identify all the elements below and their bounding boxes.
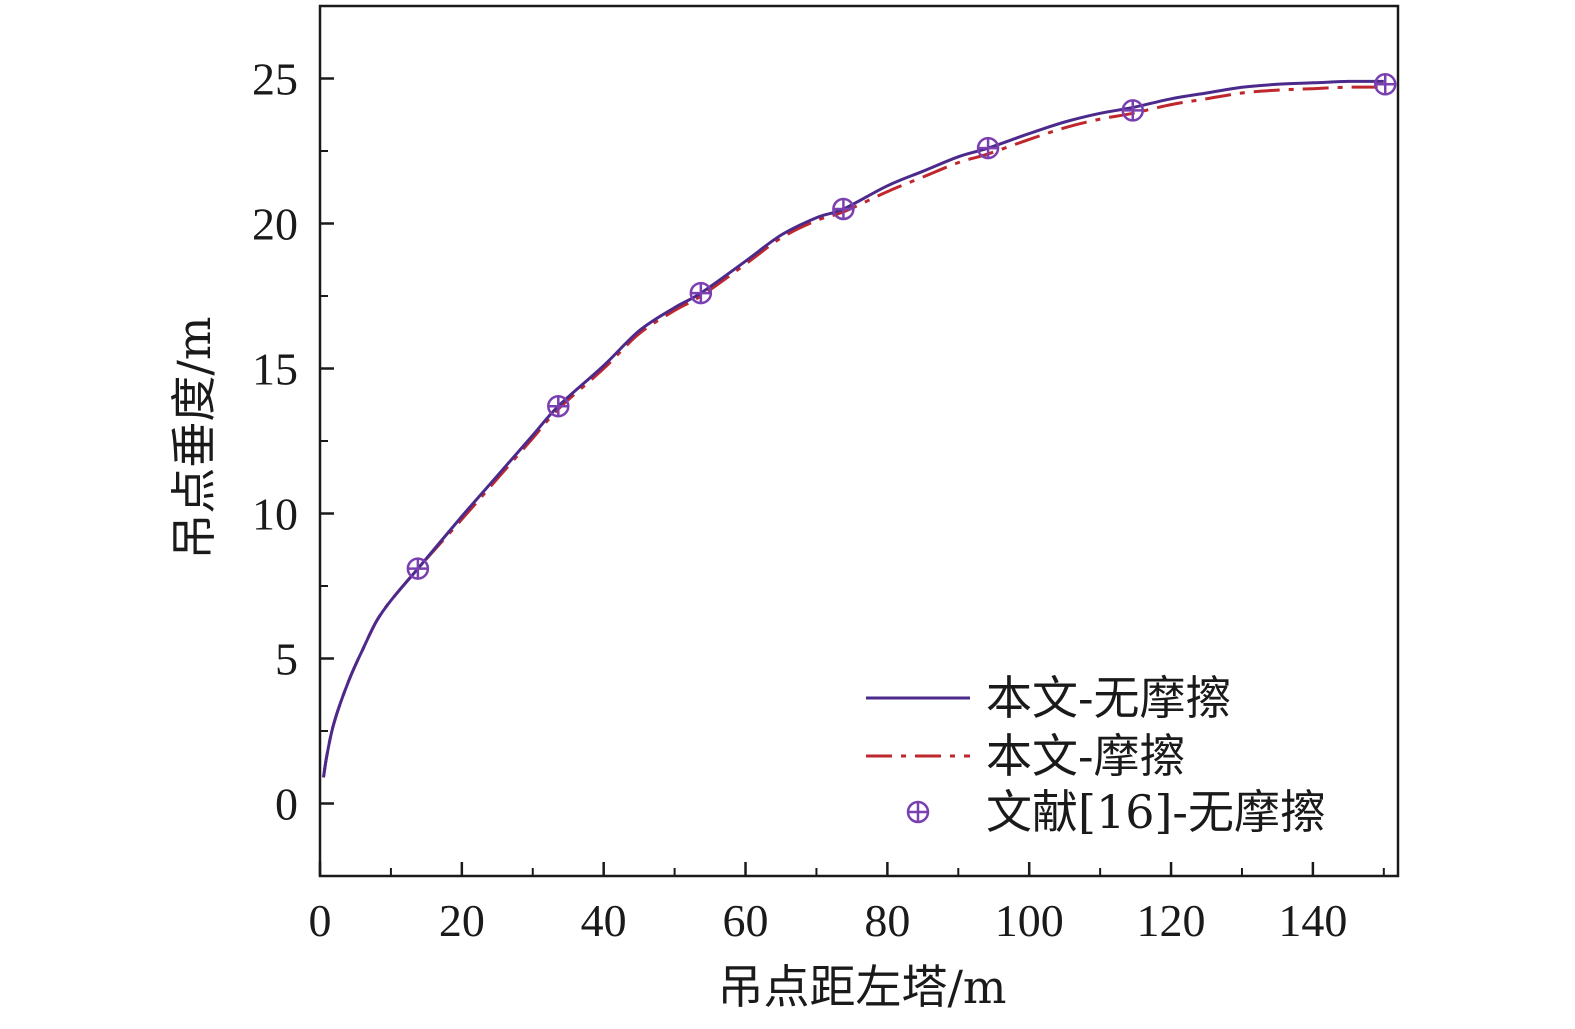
reference-marker <box>832 197 855 221</box>
x-tick-label: 100 <box>995 895 1064 946</box>
minor-ticks <box>320 150 1385 876</box>
y-tick-label: 0 <box>275 779 298 830</box>
series-layer <box>322 73 1397 778</box>
reference-marker <box>689 281 713 305</box>
x-axis: 0 20 40 60 80 100 120 140 <box>309 862 1347 946</box>
legend-label-no-friction: 本文-无摩擦 <box>986 671 1232 725</box>
reference-marker <box>547 394 570 418</box>
legend: 本文-无摩擦 本文-摩擦 文献[16]-无摩擦 <box>866 671 1326 839</box>
x-axis-title: 吊点距左塔/m <box>717 960 1006 1014</box>
x-tick-label: 80 <box>864 895 910 946</box>
y-tick-label: 5 <box>275 634 298 685</box>
reference-marker <box>1373 73 1397 96</box>
y-tick-label: 20 <box>252 199 298 250</box>
y-axis-title: 吊点垂度/m <box>167 316 221 559</box>
x-tick-label: 120 <box>1137 895 1206 946</box>
plot-frame <box>318 4 1400 878</box>
legend-label-reference: 文献[16]-无摩擦 <box>986 785 1326 839</box>
x-tick-label: 40 <box>581 895 627 946</box>
series-line-no-friction <box>322 79 1384 778</box>
reference-marker <box>1121 99 1145 122</box>
reference-marker <box>976 136 1000 160</box>
x-tick-label: 60 <box>723 895 769 946</box>
y-tick-label: 25 <box>252 54 298 105</box>
y-tick-label: 15 <box>252 344 298 395</box>
y-tick-label: 10 <box>252 489 298 540</box>
plot-border <box>318 4 1400 878</box>
x-tick-label: 0 <box>309 895 332 946</box>
legend-swatch-marker <box>906 800 930 824</box>
legend-label-friction: 本文-摩擦 <box>986 729 1186 783</box>
reference-marker <box>406 557 430 580</box>
x-tick-label: 20 <box>439 895 485 946</box>
y-axis: 0 5 10 15 20 25 <box>252 54 334 830</box>
x-tick-label: 140 <box>1278 895 1347 946</box>
